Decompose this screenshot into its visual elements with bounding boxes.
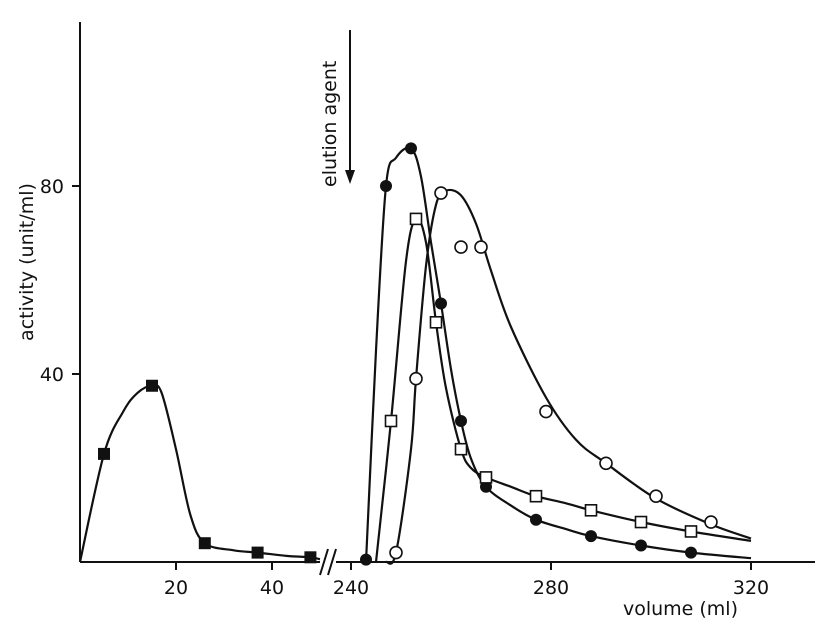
series-line-open-square xyxy=(374,217,752,563)
series-curves xyxy=(78,146,752,565)
y-tick-label: 40 xyxy=(40,364,64,386)
data-point-filled-circle xyxy=(380,180,392,192)
data-point-filled-circle xyxy=(455,415,467,427)
axes xyxy=(79,22,815,576)
data-point-filled-circle xyxy=(635,539,647,552)
data-point-filled-circle xyxy=(435,297,447,310)
data-point-filled-circle xyxy=(480,480,492,493)
x-tick-label: 240 xyxy=(333,577,369,599)
data-point-open-square xyxy=(454,442,468,456)
annotation-text: elution agent xyxy=(319,61,341,187)
axis-break-mark xyxy=(319,548,337,576)
data-point-filled-square xyxy=(251,546,264,559)
data-point-filled-circle xyxy=(530,513,542,526)
y-axis-label: activity (unit/ml) xyxy=(16,183,38,341)
series-line-open-circle xyxy=(385,188,752,565)
series-markers xyxy=(98,142,718,566)
data-point-open-circle xyxy=(649,489,663,504)
data-point-filled-circle xyxy=(685,546,697,559)
tick-marks xyxy=(72,185,752,570)
x-tick-label: 280 xyxy=(533,577,569,599)
data-point-open-circle xyxy=(434,186,448,200)
data-point-open-circle xyxy=(704,515,718,529)
x-axis-label: volume (ml) xyxy=(623,598,738,620)
data-point-open-square xyxy=(584,503,598,517)
series-line-filled-circle xyxy=(364,146,752,563)
x-tick-label: 320 xyxy=(733,577,769,599)
data-point-open-circle xyxy=(454,240,468,254)
data-point-open-circle xyxy=(409,371,423,386)
data-point-open-square xyxy=(479,471,493,484)
data-point-filled-square xyxy=(146,379,158,392)
data-point-open-circle xyxy=(539,404,553,419)
data-point-open-circle xyxy=(474,240,488,254)
data-point-filled-circle xyxy=(360,553,372,566)
series-line-filled-square xyxy=(78,384,321,563)
data-point-filled-circle xyxy=(405,142,417,155)
x-tick-label: 40 xyxy=(260,577,284,599)
data-point-open-square xyxy=(684,525,698,538)
tick-labels: 20 40 240 280 320 40 80 xyxy=(40,176,769,599)
data-point-open-circle xyxy=(389,545,403,560)
data-point-open-square xyxy=(429,315,443,329)
data-point-filled-circle xyxy=(585,530,597,543)
annotation-arrowhead xyxy=(345,170,355,184)
data-point-open-circle xyxy=(599,456,613,471)
y-tick-label: 80 xyxy=(40,176,64,198)
data-point-open-square xyxy=(634,515,648,529)
x-tick-label: 20 xyxy=(164,577,188,599)
data-point-open-square xyxy=(384,414,398,428)
data-point-filled-square xyxy=(98,447,110,460)
data-point-filled-square xyxy=(198,537,211,550)
data-point-open-square xyxy=(409,212,423,226)
data-point-open-square xyxy=(529,489,543,503)
data-point-filled-square xyxy=(304,551,317,564)
elution-agent-annotation: elution agent xyxy=(319,30,355,187)
